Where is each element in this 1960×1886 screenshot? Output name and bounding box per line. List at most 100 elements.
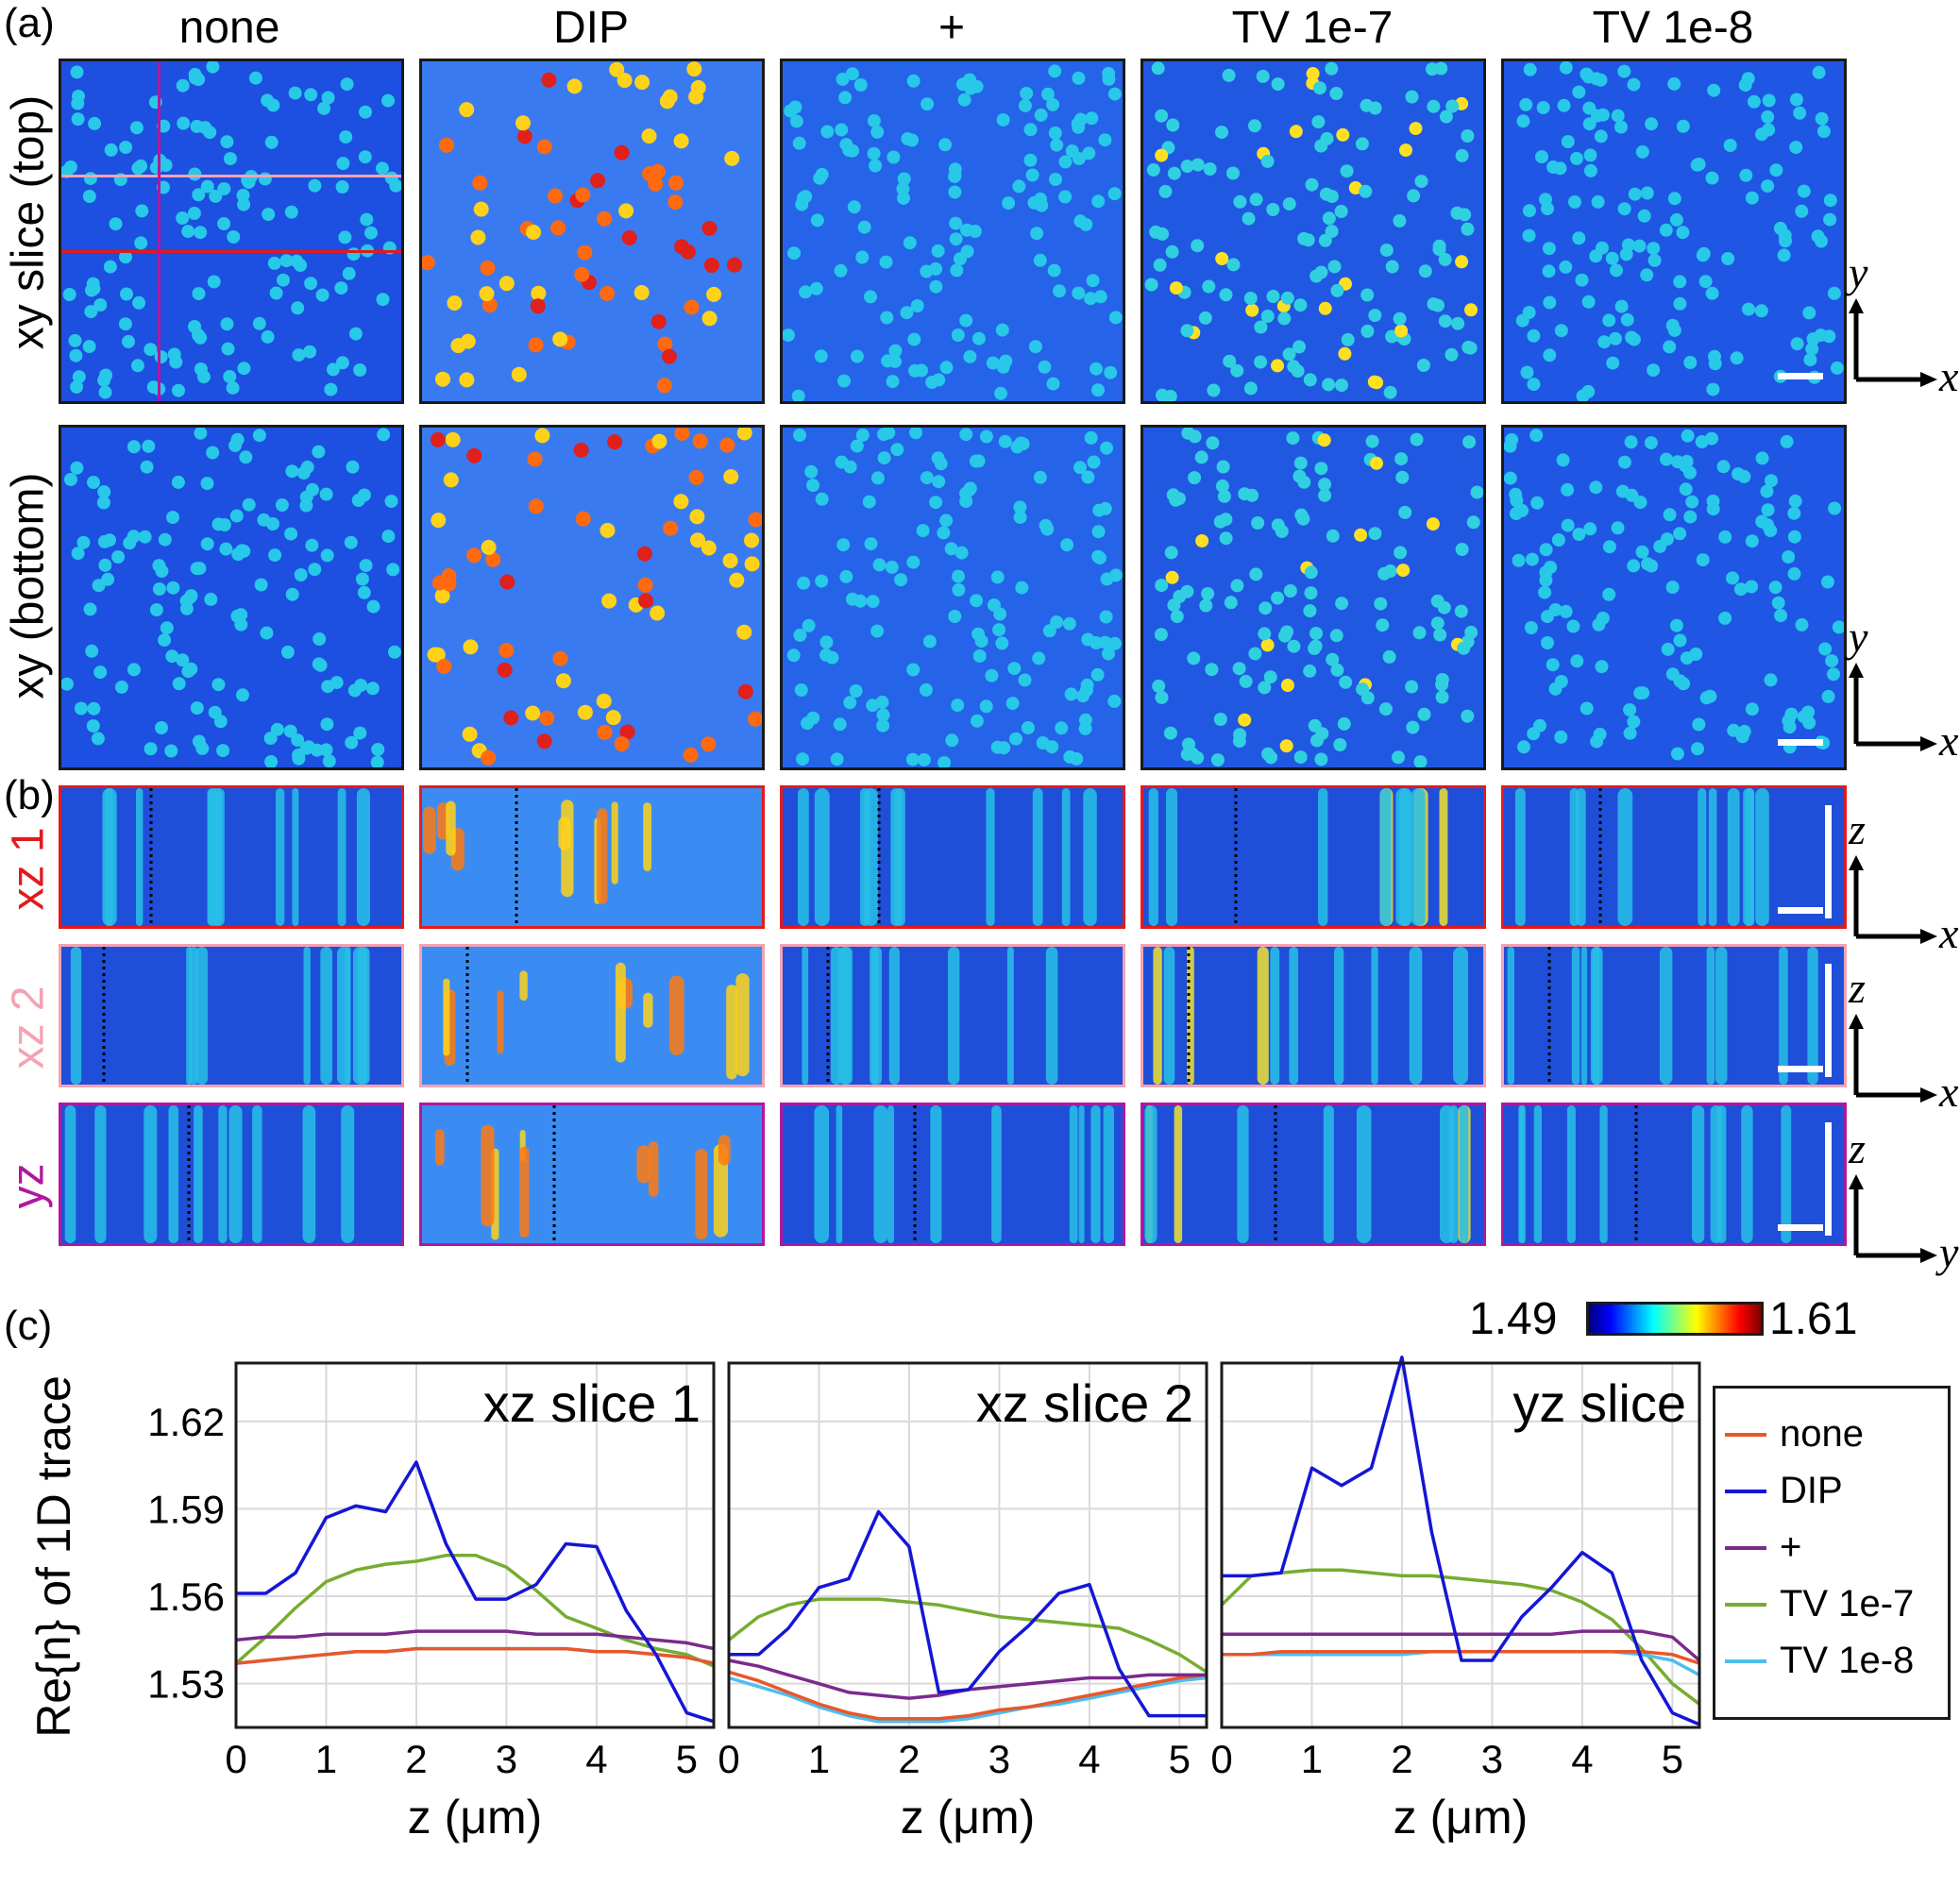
slice-streak bbox=[859, 788, 870, 926]
particle-mark bbox=[929, 279, 943, 294]
particle-mark bbox=[683, 747, 699, 763]
particle-mark bbox=[1149, 225, 1163, 239]
particle-mark bbox=[1304, 586, 1318, 600]
particle-mark bbox=[1405, 680, 1419, 694]
particle-mark bbox=[480, 260, 496, 276]
particle-mark bbox=[1692, 717, 1706, 732]
particle-mark bbox=[1673, 275, 1687, 289]
particle-mark bbox=[1013, 511, 1027, 524]
particle-mark bbox=[190, 701, 204, 716]
particle-mark bbox=[1670, 747, 1684, 761]
particle-mark bbox=[230, 432, 245, 446]
particle-mark bbox=[384, 495, 398, 508]
particle-mark bbox=[1289, 125, 1303, 139]
particle-mark bbox=[949, 216, 963, 230]
particle-mark bbox=[937, 526, 951, 540]
particle-mark bbox=[381, 93, 395, 108]
particle-mark bbox=[1329, 629, 1343, 643]
particle-mark bbox=[103, 260, 117, 274]
particle-mark bbox=[1277, 312, 1292, 326]
slice-streak bbox=[1779, 947, 1788, 1085]
particle-mark bbox=[1311, 115, 1326, 129]
particle-mark bbox=[237, 197, 251, 211]
slice-streak bbox=[1514, 788, 1526, 926]
particle-mark bbox=[1632, 239, 1647, 253]
particle-mark bbox=[1191, 158, 1205, 172]
particle-mark bbox=[1669, 618, 1683, 632]
particle-mark bbox=[1258, 627, 1272, 641]
particle-mark bbox=[1232, 734, 1246, 749]
particle-mark bbox=[970, 714, 984, 728]
particle-mark bbox=[1522, 228, 1536, 243]
particle-mark bbox=[1325, 61, 1339, 76]
particle-mark bbox=[166, 581, 180, 595]
particle-mark bbox=[789, 114, 803, 128]
particle-mark bbox=[1154, 628, 1168, 642]
particle-mark bbox=[877, 428, 890, 442]
particle-mark bbox=[1392, 750, 1405, 765]
particle-mark bbox=[1795, 204, 1809, 218]
particle-mark bbox=[729, 572, 745, 588]
particle-mark bbox=[1523, 62, 1537, 76]
particle-mark bbox=[1538, 585, 1552, 599]
particle-mark bbox=[221, 342, 235, 356]
particle-mark bbox=[98, 558, 112, 572]
particle-mark bbox=[135, 204, 149, 218]
particle-mark bbox=[1640, 268, 1654, 282]
particle-mark bbox=[1090, 362, 1103, 376]
particle-mark bbox=[1541, 610, 1554, 624]
particle-mark bbox=[1394, 452, 1409, 466]
legend-item: + bbox=[1725, 1526, 1801, 1569]
particle-mark bbox=[1591, 194, 1605, 209]
particle-mark bbox=[1313, 81, 1326, 95]
particle-mark bbox=[1671, 455, 1684, 469]
particle-mark bbox=[1303, 373, 1317, 387]
particle-mark bbox=[575, 187, 591, 203]
particle-mark bbox=[1605, 251, 1619, 265]
particle-mark bbox=[876, 718, 890, 733]
particle-mark bbox=[870, 471, 885, 485]
particle-mark bbox=[472, 175, 488, 191]
particle-mark bbox=[786, 648, 801, 663]
particle-mark bbox=[1195, 534, 1209, 547]
particle-mark bbox=[71, 547, 85, 561]
column-title-plus: + bbox=[938, 3, 966, 53]
particle-mark bbox=[1576, 389, 1590, 401]
particle-mark bbox=[93, 298, 108, 312]
particle-mark bbox=[219, 542, 233, 556]
particle-mark bbox=[838, 91, 853, 105]
x-tick-label: 2 bbox=[405, 1737, 427, 1781]
particle-mark bbox=[1764, 673, 1778, 687]
particle-mark bbox=[82, 190, 96, 203]
particle-mark bbox=[690, 532, 705, 548]
particle-mark bbox=[836, 538, 851, 552]
particle-mark bbox=[1014, 436, 1028, 450]
particle-mark bbox=[870, 624, 885, 638]
particle-mark bbox=[657, 336, 673, 352]
particle-mark bbox=[814, 349, 828, 363]
particle-mark bbox=[922, 634, 937, 648]
particle-mark bbox=[1661, 642, 1675, 656]
xz2-slice-line bbox=[61, 175, 401, 177]
particle-mark bbox=[673, 133, 689, 149]
particle-mark bbox=[1210, 753, 1225, 767]
slice-streak bbox=[1237, 1105, 1249, 1243]
particle-mark bbox=[573, 442, 589, 458]
legend-swatch bbox=[1725, 1545, 1766, 1550]
particle-mark bbox=[1158, 184, 1173, 198]
colorbar bbox=[1586, 1302, 1764, 1336]
particle-mark bbox=[436, 659, 452, 674]
slice-streak bbox=[1755, 788, 1769, 926]
slice-streak bbox=[1083, 788, 1097, 926]
x-tick-label: 2 bbox=[1391, 1737, 1412, 1781]
particle-mark bbox=[1033, 470, 1047, 484]
particle-mark bbox=[377, 428, 391, 442]
particle-mark bbox=[1529, 429, 1544, 443]
particle-mark bbox=[229, 509, 244, 523]
particle-mark bbox=[1100, 441, 1113, 455]
slice-streak bbox=[136, 788, 144, 926]
particle-mark bbox=[1520, 365, 1534, 379]
particle-mark bbox=[76, 535, 91, 549]
panel-label-a: (a) bbox=[4, 0, 55, 46]
particle-mark bbox=[888, 354, 902, 368]
